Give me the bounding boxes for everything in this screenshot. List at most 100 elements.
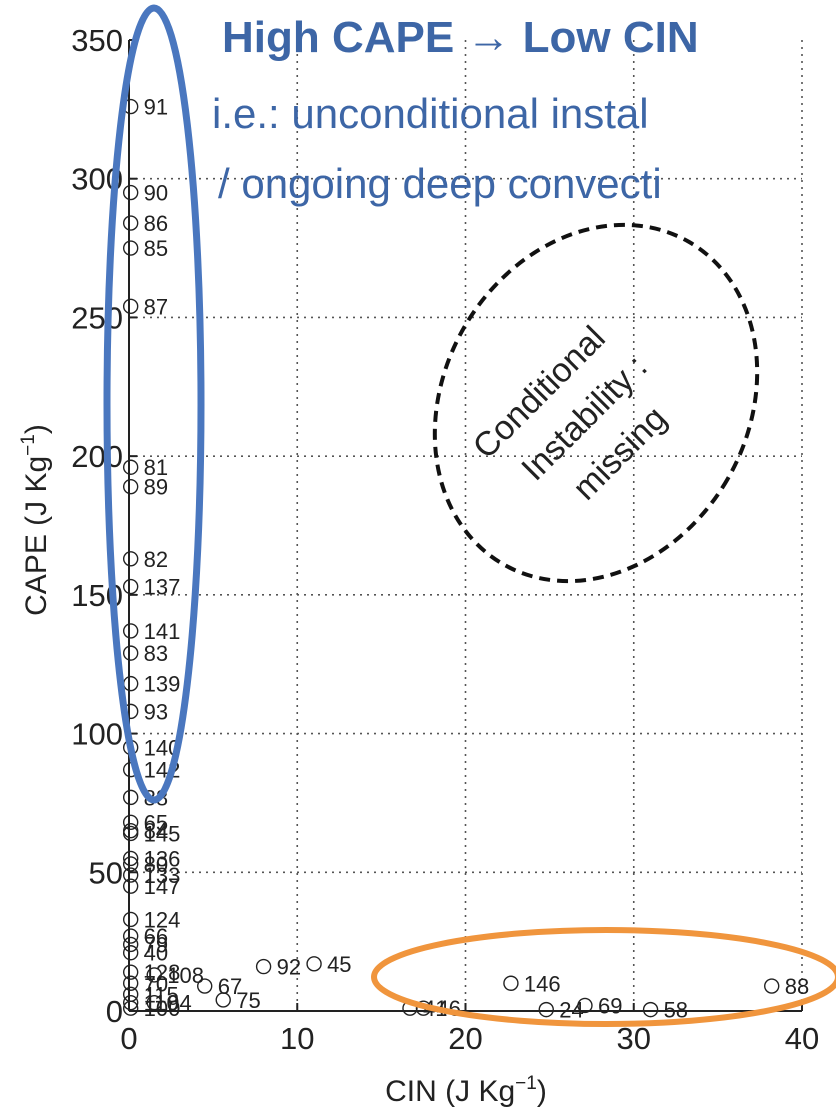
data-point xyxy=(122,964,139,980)
data-point-label: 146 xyxy=(524,971,561,996)
data-point-label: 128 xyxy=(144,960,181,985)
data-point-label: 67 xyxy=(218,974,242,999)
data-point xyxy=(122,994,139,1011)
data-point-label: 80 xyxy=(144,852,168,877)
x-tick-label: 10 xyxy=(280,1021,314,1056)
data-point-label: 87 xyxy=(144,294,168,319)
data-points xyxy=(122,98,780,1018)
data-point-label: 65 xyxy=(144,810,168,835)
x-tick-label: 0 xyxy=(120,1021,137,1056)
data-point-label: 139 xyxy=(144,672,181,697)
y-tick-label: 350 xyxy=(71,23,123,58)
data-point xyxy=(538,1001,554,1018)
data-point-label: 84 xyxy=(144,819,168,844)
data-point xyxy=(122,928,139,944)
data-point xyxy=(122,878,139,894)
data-point-label: 141 xyxy=(144,619,181,644)
data-point-label: 75 xyxy=(236,988,260,1013)
data-point-label: 136 xyxy=(144,846,181,871)
point-labels: 9190868587818982137141831399314014288658… xyxy=(144,95,810,1023)
y-tick-label: 0 xyxy=(106,994,123,1029)
data-point-label: 91 xyxy=(144,95,168,120)
data-point-label: 45 xyxy=(327,952,351,977)
high-cin-ellipse xyxy=(371,927,836,1027)
data-point xyxy=(122,856,139,872)
x-tick-label: 20 xyxy=(448,1021,482,1056)
data-point-label: 92 xyxy=(277,955,301,980)
conditional-instability-ellipse xyxy=(432,222,760,584)
axes xyxy=(128,39,803,1012)
data-point-label: 108 xyxy=(167,963,204,988)
explanation-line-1: i.e.: unconditional instal xyxy=(212,90,649,137)
y-axis-label: CAPE (J Kg−1) xyxy=(18,424,53,616)
data-point-label: 145 xyxy=(144,821,181,846)
data-point-label: 82 xyxy=(144,547,168,572)
data-point xyxy=(306,956,322,972)
data-point xyxy=(642,1001,659,1018)
data-point-label: 70 xyxy=(144,971,168,996)
data-point-label: 88 xyxy=(785,974,809,999)
grid-lines xyxy=(129,40,803,1011)
data-point xyxy=(122,825,139,842)
data-point xyxy=(122,814,139,831)
headline-text: High CAPE → Low CIN xyxy=(222,13,699,62)
data-point xyxy=(215,992,231,1008)
data-point-label: 94 xyxy=(167,991,191,1016)
data-point-label: 133 xyxy=(144,863,181,888)
data-point xyxy=(122,240,139,256)
data-point-label: 147 xyxy=(144,874,181,899)
data-point-label: 69 xyxy=(598,993,622,1018)
data-point-label: 40 xyxy=(144,941,168,966)
x-axis-label: CIN (J Kg−1) xyxy=(385,1073,547,1108)
data-point xyxy=(122,623,139,639)
data-point-label: 100 xyxy=(144,996,181,1021)
y-tick-label: 250 xyxy=(71,300,123,335)
data-point-label: 110 xyxy=(144,991,179,1016)
data-point-label: 66 xyxy=(144,924,168,949)
data-point-label: 85 xyxy=(144,236,168,261)
data-point xyxy=(255,958,272,975)
data-point xyxy=(122,1000,139,1016)
data-point xyxy=(122,911,139,928)
data-point xyxy=(503,975,519,991)
explanation-line-2: / ongoing deep convecti xyxy=(218,160,662,207)
data-point xyxy=(122,578,139,595)
data-point-label: 83 xyxy=(144,641,168,666)
data-point xyxy=(122,298,139,315)
data-point xyxy=(122,478,139,495)
data-point-label: 93 xyxy=(144,699,168,724)
y-tick-label: 200 xyxy=(71,439,123,474)
high-cape-ellipse xyxy=(103,4,205,804)
data-point-label: 86 xyxy=(144,211,168,236)
y-tick-label: 50 xyxy=(89,855,123,890)
data-point xyxy=(122,789,139,806)
data-point-label: 115 xyxy=(144,982,179,1007)
data-point-label: 79 xyxy=(144,932,168,957)
data-point xyxy=(122,645,139,661)
x-tick-label: 40 xyxy=(785,1021,819,1056)
data-point xyxy=(764,978,780,994)
data-point xyxy=(122,184,139,201)
data-point xyxy=(146,967,162,983)
data-point-label: 124 xyxy=(144,907,181,932)
data-point-label: 24 xyxy=(559,998,583,1023)
data-point xyxy=(122,215,139,231)
y-tick-label: 100 xyxy=(71,717,123,752)
data-point-label: 137 xyxy=(144,575,181,600)
data-point xyxy=(122,945,139,961)
data-point-label: 90 xyxy=(144,181,168,206)
data-point xyxy=(122,459,139,475)
data-point-label: 81 xyxy=(144,455,168,480)
data-point xyxy=(577,997,593,1014)
data-point xyxy=(146,994,162,1011)
data-point xyxy=(197,978,213,994)
data-point xyxy=(122,850,139,867)
data-point-label: 89 xyxy=(144,475,168,500)
data-point xyxy=(122,867,139,883)
data-point xyxy=(122,551,139,567)
data-point xyxy=(122,975,139,991)
data-point xyxy=(122,936,139,953)
